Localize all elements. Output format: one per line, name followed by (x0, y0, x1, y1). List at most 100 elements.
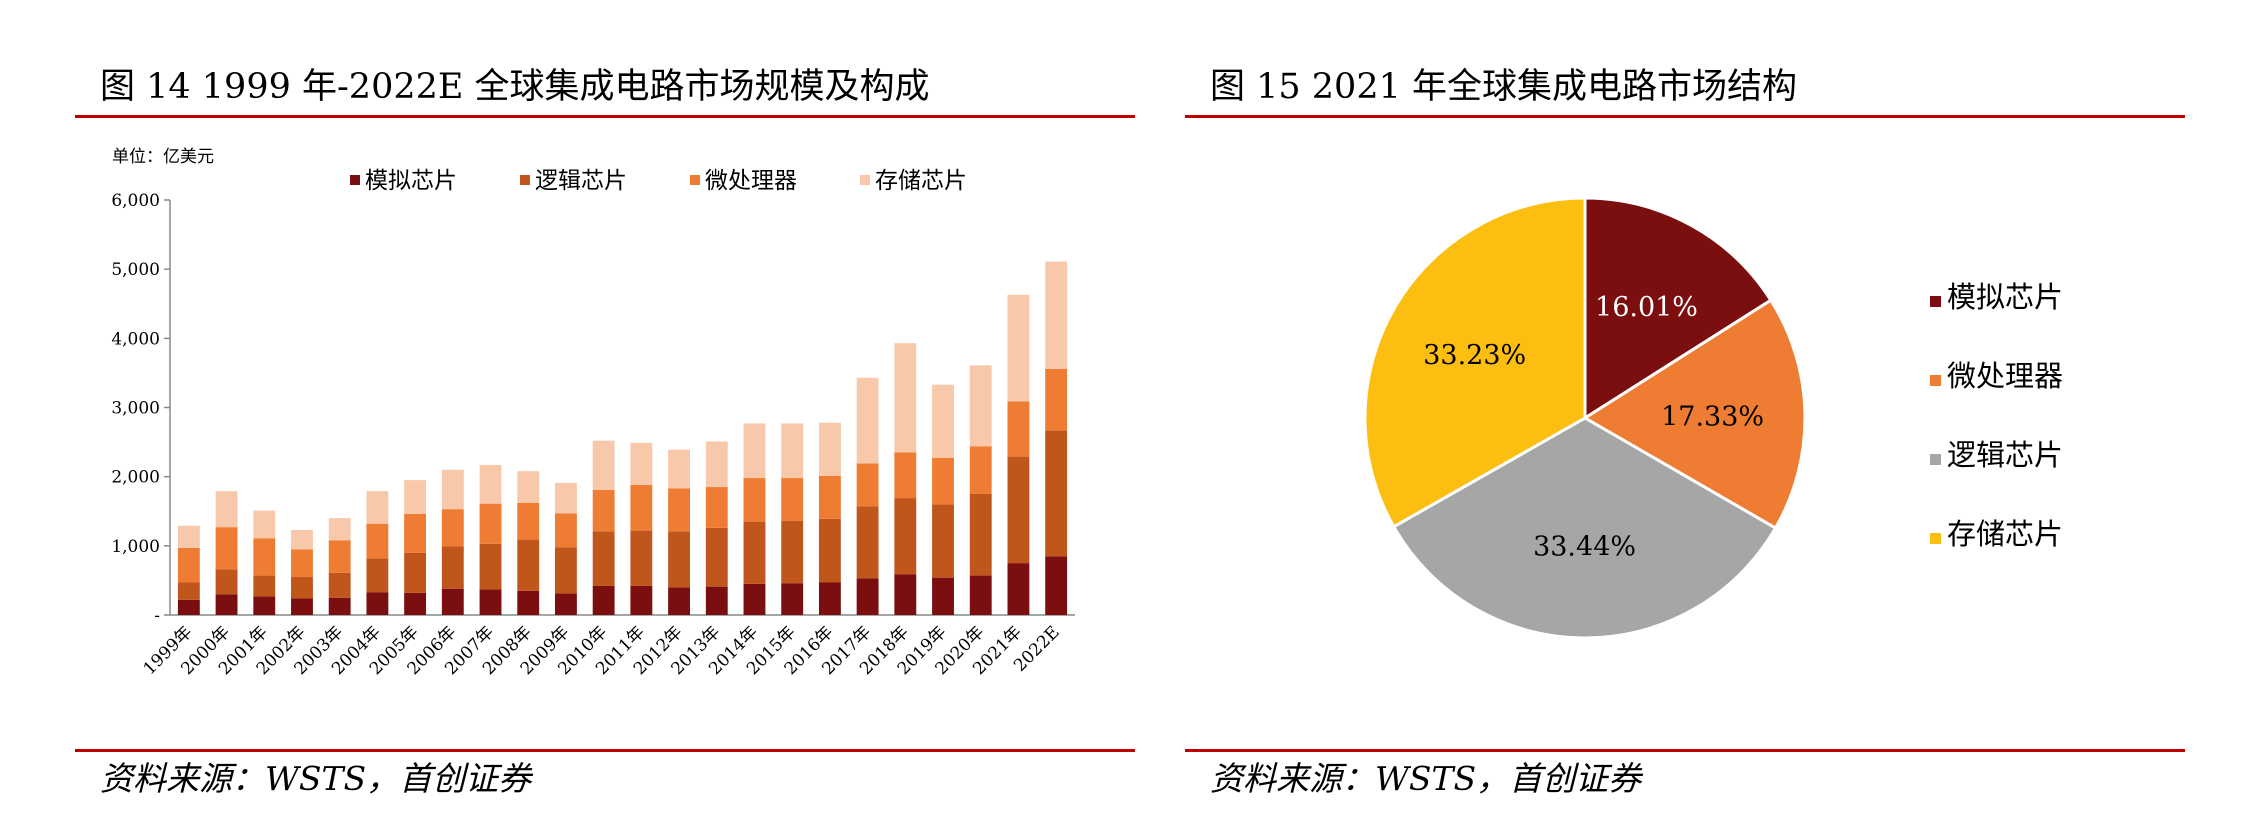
bar-segment (215, 569, 238, 595)
slice-label: 17.33% (1661, 401, 1764, 432)
bar-segment (215, 594, 238, 615)
bar-segment (743, 423, 766, 479)
bar-segment (517, 471, 540, 503)
title-rule (1185, 115, 2185, 118)
bar-segment (630, 530, 653, 586)
bar-segment (743, 583, 766, 615)
bar-segment (630, 442, 653, 485)
bar-segment (177, 547, 200, 583)
pie-chart-title: 图 15 2021 年全球集成电路市场结构 (1210, 67, 1797, 107)
bar-segment (441, 546, 464, 589)
bar-segment (253, 575, 276, 597)
bar-segment (781, 520, 804, 584)
bar-segment (932, 504, 954, 578)
bar-segment (291, 549, 313, 577)
bar-segment (328, 540, 351, 573)
bar-segment (856, 463, 879, 507)
bar-segment (555, 513, 577, 548)
y-tick-label: 4,000 (111, 329, 160, 349)
y-tick-label: 3,000 (111, 399, 160, 419)
bar-segment (1045, 556, 1068, 615)
bar-chart-title: 图 14 1999 年-2022E 全球集成电路市场规模及构成 (100, 67, 930, 107)
bar-segment (781, 478, 804, 521)
bar-segment (215, 491, 238, 528)
title-rule (75, 115, 1135, 118)
bar-segment (328, 518, 351, 541)
bar-segment (592, 585, 615, 615)
source-rule (75, 749, 1135, 752)
bar-segment (592, 489, 615, 532)
bar-segment (555, 482, 577, 514)
bar-segment (668, 488, 690, 532)
bar-segment (404, 552, 427, 593)
bar-segment (743, 478, 766, 522)
legend-label: 微处理器 (705, 168, 797, 194)
bar-segment (630, 585, 653, 615)
bar-segment (818, 422, 841, 476)
legend-swatch (860, 175, 870, 185)
slice-label: 16.01% (1595, 292, 1698, 323)
bar-segment (366, 523, 389, 559)
bar-segment (894, 574, 917, 615)
bar-segment (969, 365, 992, 447)
bar-segment (366, 592, 389, 615)
pie-slice (1582, 298, 1807, 531)
bar-segment (894, 343, 917, 453)
bar-segment (291, 598, 313, 615)
bar-segment (1007, 294, 1030, 402)
bar-segment (932, 457, 954, 505)
bar-segment (969, 575, 992, 615)
legend-swatch (1930, 375, 1941, 386)
legend-label: 模拟芯片 (365, 168, 457, 194)
bar-segment (668, 531, 690, 588)
bar-chart-source: 资料来源：WSTS，首创证券 (100, 759, 532, 798)
legend-label: 模拟芯片 (1947, 280, 2063, 314)
bar-segment (969, 493, 992, 576)
legend-swatch (520, 175, 530, 185)
bar-segment (555, 547, 577, 594)
legend-swatch (690, 175, 700, 185)
bar-segment (592, 440, 615, 490)
bar-segment (630, 484, 653, 531)
bar-segment (177, 582, 200, 600)
bar-segment (705, 441, 728, 488)
bar-segment (1045, 261, 1068, 369)
bar-segment (441, 509, 464, 547)
bar-segment (291, 576, 313, 599)
bar-segment (1007, 563, 1030, 615)
bar-segment (818, 582, 841, 615)
slice-label: 33.23% (1423, 340, 1526, 371)
legend-swatch (1930, 533, 1941, 544)
bar-segment (215, 527, 238, 570)
bar-segment (291, 529, 313, 550)
y-tick-label: 2,000 (111, 468, 160, 488)
bar-segment (856, 578, 879, 615)
bar-segment (856, 377, 879, 464)
bar-segment (592, 531, 615, 586)
bar-segment (818, 475, 841, 519)
bar-segment (668, 449, 690, 489)
pie-slice (1583, 196, 1773, 421)
bar-segment (969, 446, 992, 494)
unit-label: 单位：亿美元 (112, 147, 214, 167)
pie-chart-source: 资料来源：WSTS，首创证券 (1210, 759, 1642, 798)
bar-segment (441, 588, 464, 615)
bar-segment (517, 590, 540, 615)
bar-segment (555, 593, 577, 615)
bar-segment (479, 503, 502, 544)
bar-segment (1045, 430, 1068, 557)
bar-segment (517, 539, 540, 591)
bar-segment (253, 596, 276, 615)
bar-segment (441, 469, 464, 510)
bar-segment (366, 558, 389, 593)
bar-segment (328, 597, 351, 615)
bar-segment (479, 589, 502, 615)
bar-segment (479, 543, 502, 590)
legend-swatch (350, 175, 360, 185)
bar-segment (1045, 368, 1068, 431)
bar-segment (404, 514, 427, 553)
bar-segment (668, 587, 690, 615)
bar-segment (1007, 401, 1030, 457)
legend-swatch (1930, 454, 1941, 465)
